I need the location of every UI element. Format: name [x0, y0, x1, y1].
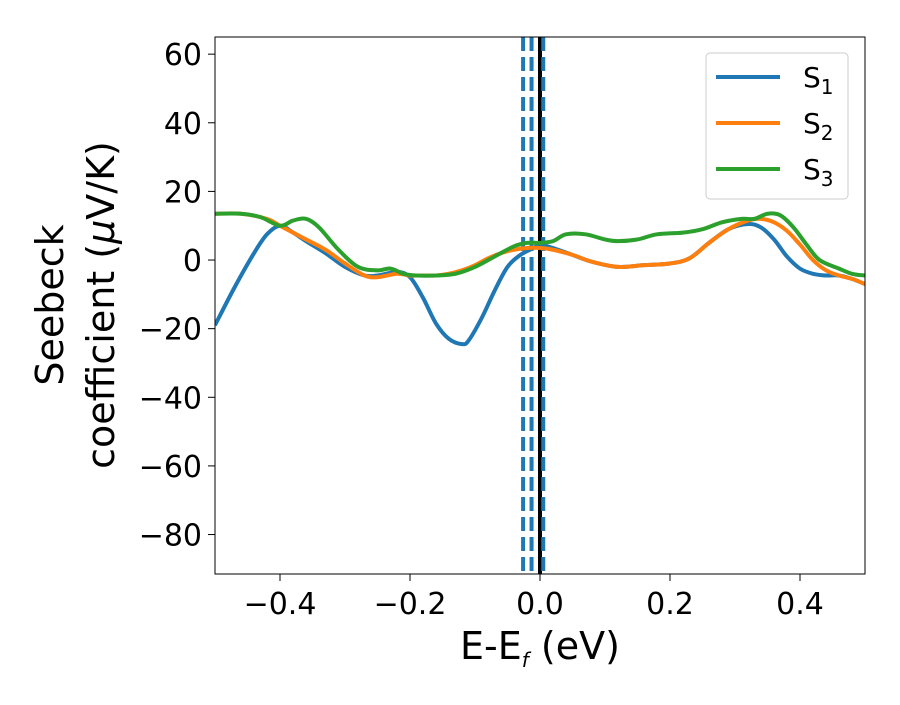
- x-tick-label: −0.2: [374, 587, 447, 622]
- y-tick-label: −60: [139, 450, 202, 485]
- series-line-s2: [215, 211, 865, 286]
- x-tick-label: 0.2: [646, 587, 694, 622]
- y-tick-label: −80: [139, 519, 202, 554]
- series-line-s1: [215, 221, 865, 347]
- y-tick-label: 60: [164, 38, 202, 73]
- y-axis-label-line1: Seebeck: [28, 224, 72, 385]
- series-lines: [215, 211, 865, 347]
- y-axis-label-line2: coefficient (μV/K): [79, 141, 123, 469]
- y-axis-label: Seebeck coefficient (μV/K): [28, 141, 123, 469]
- series-line-s3: [215, 211, 865, 278]
- legend-entry-s3: S3: [716, 153, 834, 191]
- y-tick-label: 40: [164, 107, 202, 142]
- legend-label: S2: [803, 107, 834, 145]
- vertical-lines: [521, 37, 546, 574]
- x-axis-label: E-Ef (eV): [460, 624, 620, 672]
- legend-label: S3: [803, 153, 834, 191]
- legend-box: [705, 52, 849, 200]
- legend-entry-s2: S2: [716, 107, 834, 145]
- legend: S1 S2 S3: [705, 52, 849, 200]
- legend-label: S1: [803, 61, 834, 99]
- x-tick-label: 0.0: [516, 587, 564, 622]
- y-axis-ticks: −80 −60 −40 −20 0 20 40 60: [139, 38, 215, 554]
- y-tick-label: 20: [164, 175, 202, 210]
- x-axis-ticks: −0.4 −0.2 0.0 0.2 0.4: [244, 574, 824, 622]
- x-tick-label: −0.4: [244, 587, 317, 622]
- legend-entry-s1: S1: [716, 61, 834, 99]
- x-tick-label: 0.4: [776, 587, 824, 622]
- y-tick-label: 0: [183, 244, 202, 279]
- y-tick-label: −40: [139, 381, 202, 416]
- y-tick-label: −20: [139, 313, 202, 348]
